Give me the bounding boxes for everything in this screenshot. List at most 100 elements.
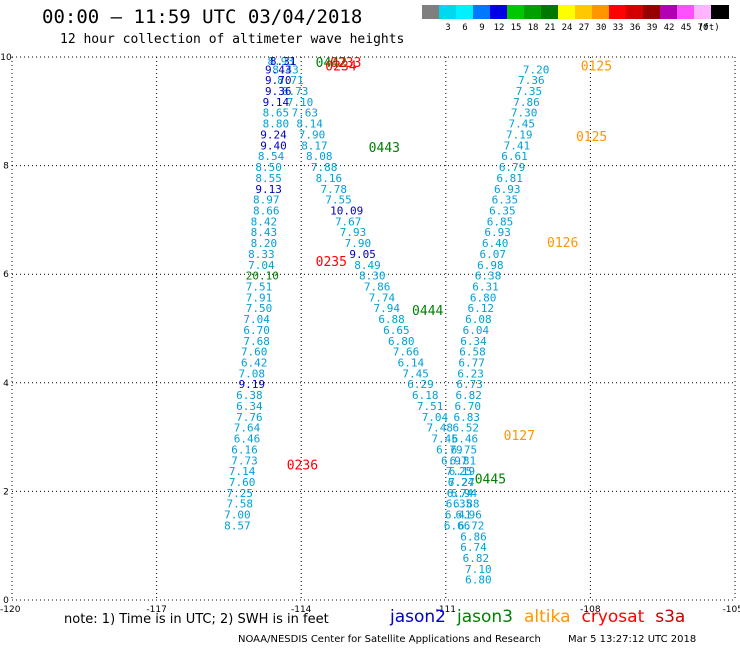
- satellite-legend-item: cryosat: [581, 607, 645, 627]
- wave-height-value: 10.09: [330, 204, 363, 217]
- scale-swatch: [643, 5, 661, 19]
- wave-height-value: 6.23: [457, 367, 484, 380]
- wave-height-value: 6.72: [458, 519, 485, 532]
- y-tick-label: 6: [3, 270, 9, 280]
- wave-height-value: 6.97: [441, 454, 468, 467]
- wave-height-value: 7.35: [516, 85, 543, 98]
- wave-height-value: 7.88: [311, 161, 338, 174]
- wave-height-value: 6.61: [501, 150, 527, 163]
- wave-height-value: 6.58: [459, 346, 486, 359]
- wave-height-value: 7.20: [523, 63, 550, 76]
- wave-height-value: 7.55: [325, 194, 352, 207]
- scale-label: 21: [544, 23, 556, 33]
- pass-time-label: 0125: [581, 60, 612, 75]
- wave-height-value: 6.82: [463, 552, 490, 565]
- wave-height-value: 8.43: [251, 226, 278, 239]
- wave-height-value: 7.91: [246, 291, 273, 304]
- wave-height-value: 9.24: [260, 128, 287, 141]
- scale-swatch: [541, 5, 559, 19]
- wave-height-value: 9.36: [265, 85, 292, 98]
- scale-label: 3: [445, 23, 451, 33]
- wave-height-value: 6.80: [470, 291, 497, 304]
- wave-height-value: 7.66: [393, 346, 420, 359]
- wave-height-value: 7.27: [448, 476, 475, 489]
- wave-height-value: 6.75: [451, 443, 478, 456]
- scale-swatch: [609, 5, 627, 19]
- wave-height-value: 7.64: [234, 422, 261, 435]
- wave-height-value: 6.24: [448, 476, 475, 489]
- wave-height-value: 6.46: [452, 433, 479, 446]
- pass-time-label: 0127: [504, 429, 535, 444]
- wave-height-value: 7.36: [518, 74, 545, 87]
- wave-height-value: 7.41: [504, 139, 531, 152]
- scale-swatch: [422, 5, 440, 19]
- scale-swatch: [660, 5, 678, 19]
- wave-height-value: 6.35: [492, 194, 518, 207]
- scale-swatch: [626, 5, 644, 19]
- scale-label: 9: [479, 23, 485, 33]
- wave-height-value: 6.85: [487, 215, 514, 228]
- wave-height-value: 7.73: [231, 454, 258, 467]
- wave-height-value: 7.67: [335, 215, 362, 228]
- wave-height-map: -120-117-114-111-108-1050246810 8.938.43…: [0, 53, 740, 615]
- wave-height-value: 7.00: [224, 509, 251, 522]
- wave-height-value: 8.49: [354, 259, 381, 272]
- scale-swatch: [694, 5, 712, 19]
- page-subtitle: 12 hour collection of altimeter wave hei…: [60, 32, 405, 47]
- wave-height-value: 6.40: [482, 237, 509, 250]
- wave-height-value: 7.04: [243, 313, 270, 326]
- page-title: 00:00 – 11:59 UTC 03/04/2018: [42, 6, 363, 28]
- wave-height-value: 8.80: [263, 118, 290, 131]
- wave-height-value: 7.90: [299, 128, 326, 141]
- wave-height-value: 6.66: [444, 519, 471, 532]
- wave-height-value: 8.55: [255, 172, 282, 185]
- pass-time-label: 0236: [287, 459, 318, 474]
- credit-text: NOAA/NESDIS Center for Satellite Applica…: [238, 634, 541, 645]
- wave-height-value: 9.40: [260, 139, 287, 152]
- wave-height-value: 7.04: [422, 411, 449, 424]
- scale-label: 33: [612, 23, 624, 33]
- scale-label: 6: [462, 23, 468, 33]
- wave-height-value: 6.79: [499, 161, 526, 174]
- scale-unit: (ft): [698, 23, 720, 33]
- y-tick-label: 4: [3, 379, 9, 389]
- wave-height-value: 7.58: [226, 498, 253, 511]
- wave-height-value: 8.93: [267, 55, 294, 68]
- wave-height-value: 6.18: [412, 389, 439, 402]
- wave-height-value: 7.86: [364, 280, 391, 293]
- wave-height-value: 8.66: [253, 204, 280, 217]
- wave-height-value: 8.33: [248, 248, 275, 261]
- wave-height-value: 8.20: [251, 237, 278, 250]
- scale-label: 24: [561, 23, 573, 33]
- wave-height-value: 8.54: [258, 150, 285, 163]
- satellite-legend-item: s3a: [655, 607, 686, 627]
- wave-height-value: 6.73: [456, 378, 483, 391]
- y-tick-label: 8: [3, 162, 9, 172]
- scale-swatch: [524, 5, 542, 19]
- satellite-legend-item: altika: [524, 607, 571, 627]
- wave-height-value: 20.10: [246, 270, 279, 283]
- wave-height-value: 6.88: [378, 313, 405, 326]
- scale-swatch: [456, 5, 474, 19]
- scale-label: 42: [663, 23, 675, 33]
- wave-height-value: 7.10: [465, 563, 492, 576]
- wave-height-value: 6.88: [453, 498, 480, 511]
- wave-height-value: 7.51: [417, 400, 444, 413]
- scale-label: 27: [578, 23, 590, 33]
- wave-height-value: 9.19: [239, 378, 265, 391]
- scale-label: 15: [510, 23, 522, 33]
- footer-note: note: 1) Time is in UTC; 2) SWH is in fe…: [64, 612, 329, 627]
- scale-swatch: [711, 5, 729, 19]
- wave-height-value: 7.76: [236, 411, 263, 424]
- wave-height-value: 9.05: [349, 248, 376, 261]
- wave-height-value: 7.19: [506, 128, 533, 141]
- wave-height-value: 6.70: [454, 400, 481, 413]
- wave-height-value: 7.78: [320, 183, 347, 196]
- x-tick-label: -114: [291, 605, 312, 615]
- wave-height-value: 6.16: [231, 443, 258, 456]
- wave-height-value: 7.68: [243, 335, 269, 348]
- wave-height-value: 6.31: [472, 280, 499, 293]
- wave-height-value: 6.52: [453, 422, 480, 435]
